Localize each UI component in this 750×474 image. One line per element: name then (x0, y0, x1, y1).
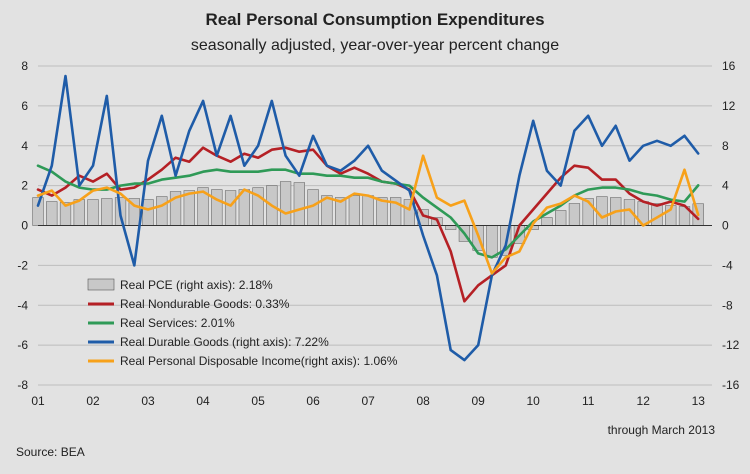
left-tick-label: -6 (17, 338, 28, 352)
x-tick-label: 08 (416, 394, 430, 408)
left-tick-label: -4 (17, 298, 28, 312)
x-tick-label: 10 (527, 394, 541, 408)
left-tick-label: -8 (17, 378, 28, 392)
left-tick-label: 4 (21, 139, 28, 153)
right-tick-label: 4 (722, 179, 729, 193)
left-tick-label: 6 (21, 99, 28, 113)
right-tick-label: -8 (722, 298, 733, 312)
pce-bar (224, 190, 237, 226)
bar-series (32, 181, 704, 258)
x-tick-label: 13 (692, 394, 706, 408)
right-axis: 16 12 8 4 0 -4 -8 -12 -16 (722, 59, 740, 392)
legend-label: Real Personal Disposable Income(right ax… (120, 354, 398, 368)
left-tick-label: 2 (21, 179, 28, 193)
legend-swatch (87, 278, 115, 291)
pce-bar (279, 181, 292, 226)
legend-label: Real Nondurable Goods: 0.33% (120, 297, 290, 311)
x-axis: 01 02 03 04 05 06 07 08 09 10 11 12 13 (31, 394, 705, 408)
pce-bar (73, 199, 85, 226)
pce-bar (211, 189, 223, 226)
pce-bar (568, 203, 581, 226)
pce-bar (486, 225, 498, 258)
pce-bar (87, 199, 99, 226)
source-label: Source: BEA (16, 445, 85, 459)
x-tick-label: 06 (306, 394, 320, 408)
chart-subtitle: seasonally adjusted, year-over-year perc… (191, 37, 559, 54)
left-axis: 8 6 4 2 0 -2 -4 -6 -8 (17, 59, 28, 392)
pce-bar (555, 210, 567, 226)
right-tick-label: 8 (722, 139, 729, 153)
x-tick-label: 01 (31, 394, 45, 408)
through-note: through March 2013 (608, 423, 716, 437)
series-line-4 (36, 154, 700, 275)
left-tick-label: 0 (21, 219, 28, 233)
x-tick-label: 12 (637, 394, 651, 408)
pce-bar (348, 195, 360, 226)
legend-label: Real PCE (right axis): 2.18% (120, 278, 273, 292)
series-line-3 (36, 74, 700, 362)
pce-bar (156, 196, 168, 226)
pce-bar (46, 201, 58, 226)
series-line-2 (36, 164, 700, 259)
series-line-1 (36, 146, 700, 303)
right-tick-label: -16 (722, 378, 740, 392)
legend-label: Real Services: 2.01% (120, 316, 235, 330)
x-tick-label: 07 (361, 394, 375, 408)
right-tick-label: 0 (722, 219, 729, 233)
pce-bar (293, 182, 305, 226)
chart-title: Real Personal Consumption Expenditures (205, 10, 544, 29)
right-tick-label: -12 (722, 338, 740, 352)
pce-bar (101, 198, 113, 226)
x-tick-label: 05 (251, 394, 265, 408)
x-tick-label: 09 (471, 394, 485, 408)
left-tick-label: 8 (21, 59, 28, 73)
left-tick-label: -2 (17, 258, 28, 272)
x-tick-label: 11 (582, 394, 595, 408)
pce-bar (596, 196, 608, 226)
right-tick-label: 16 (722, 59, 736, 73)
right-tick-label: -4 (722, 258, 733, 272)
x-tick-label: 03 (141, 394, 155, 408)
pce-bar (541, 217, 553, 226)
pce-bar (445, 225, 457, 230)
x-tick-label: 04 (196, 394, 210, 408)
legend: Real PCE (right axis): 2.18% Real Nondura… (87, 278, 398, 368)
legend-label: Real Durable Goods (right axis): 7.22% (120, 335, 329, 349)
line-series (36, 74, 700, 362)
x-tick-label: 02 (86, 394, 100, 408)
pce-bar (142, 199, 154, 226)
right-tick-label: 12 (722, 99, 736, 113)
pce-bar (362, 195, 374, 226)
